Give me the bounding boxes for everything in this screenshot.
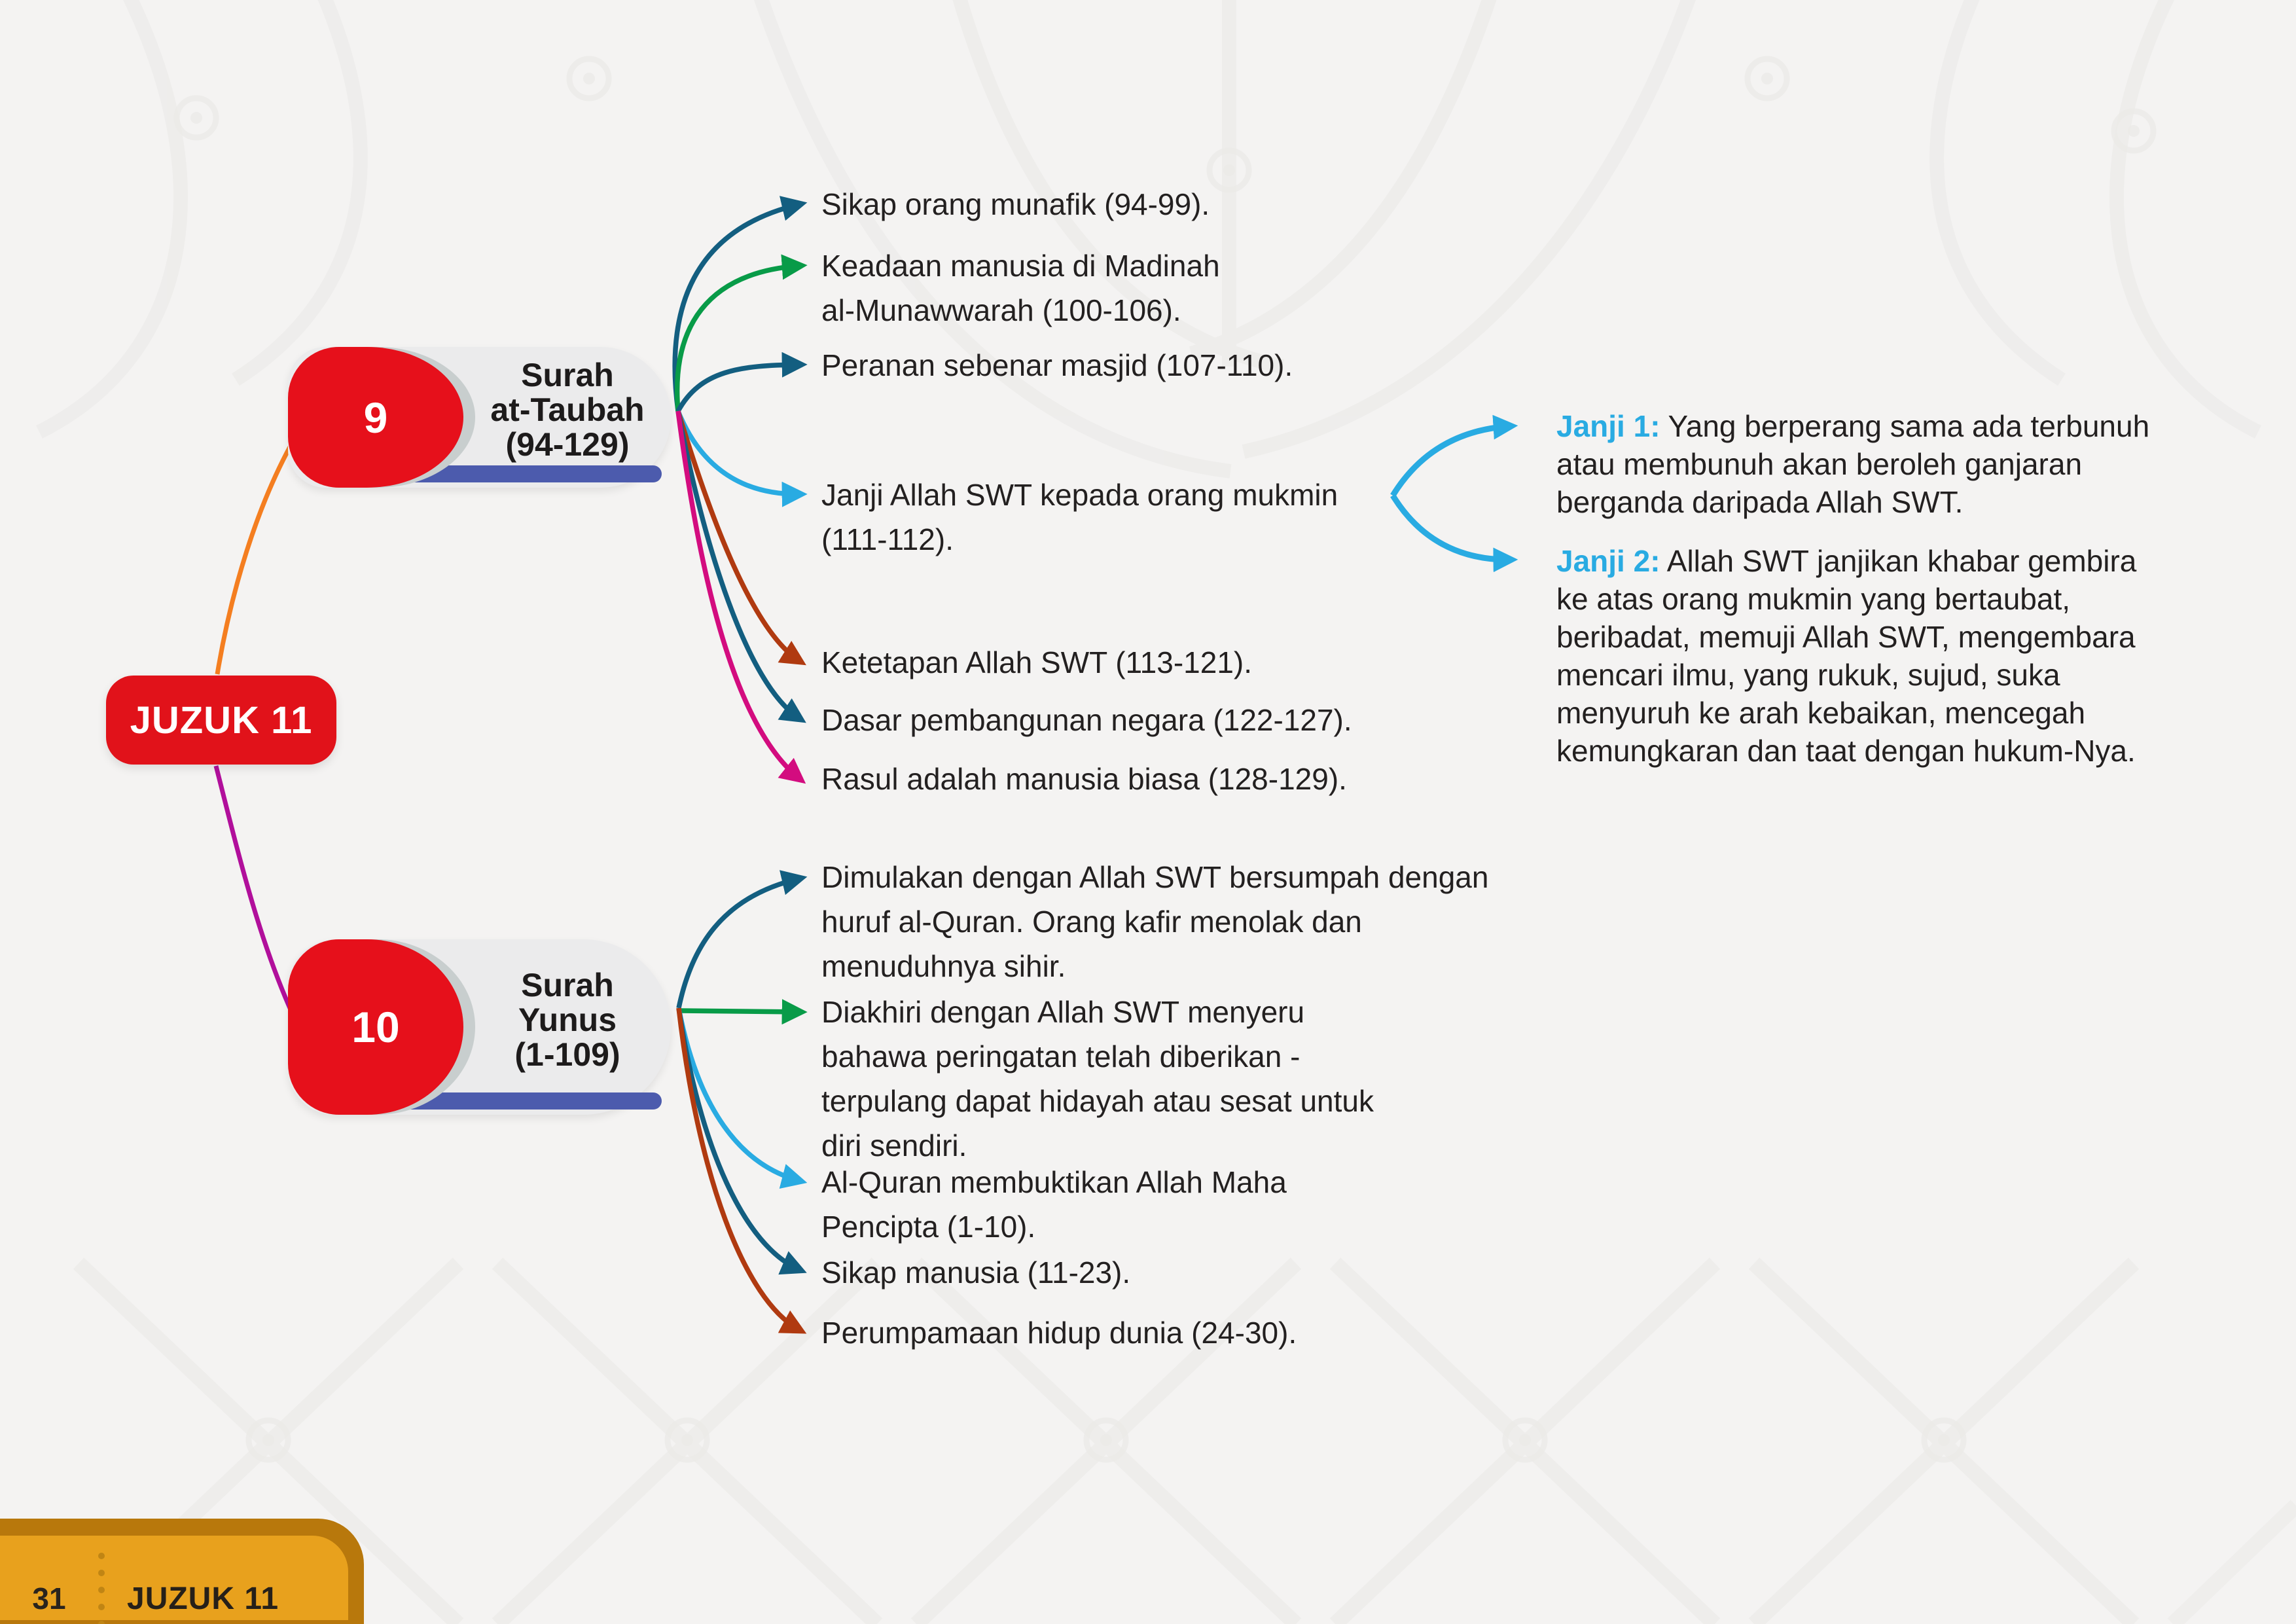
arrow-b10-item5: [676, 1007, 807, 1334]
branch9-item-6: Dasar pembangunan negara (122-127).: [821, 703, 1352, 737]
arrow-b10-item2: [678, 999, 808, 1025]
node10-title: Surah Yunus (1-109): [475, 939, 660, 1100]
node10-title-line2: Yunus: [518, 1001, 617, 1038]
node10-title-line3: (1-109): [514, 1036, 620, 1073]
branch10-item-1: Dimulakan dengan Allah SWT bersumpah den…: [821, 860, 1489, 983]
arrow-brace-janji2: [1390, 494, 1518, 573]
node9-number: 9: [363, 393, 388, 442]
arrow-b9-item2: [674, 254, 808, 412]
page-number: 31: [32, 1581, 66, 1615]
node10-title-line1: Surah: [521, 966, 614, 1003]
footer-row: 31 JUZUK 11: [0, 1553, 364, 1624]
arrow-b9-item7: [675, 410, 806, 784]
root-node-label: JUZUK 11: [130, 698, 313, 742]
branch9-item-2: Keadaan manusia di Madinah al-Munawwarah…: [821, 249, 1220, 327]
node9-title-line2: at-Taubah: [490, 391, 645, 428]
arrow-b9-item4: [675, 410, 808, 507]
branch10-item-4: Sikap manusia (11-23).: [821, 1255, 1131, 1290]
dotted-divider: [98, 1553, 105, 1624]
annotation-janji-2-label: Janji 2:: [1556, 544, 1660, 578]
branch-node-surah-at-taubah: 9 Surah at-Taubah (94-129): [288, 347, 671, 488]
annotation-janji-2: Janji 2: Allah SWT janjikan khabar gembi…: [1556, 542, 2175, 770]
arrow-b9-item1: [672, 196, 808, 412]
branch9-item-4: Janji Allah SWT kepada orang mukmin (111…: [821, 478, 1338, 556]
arrow-b10-item1: [676, 870, 808, 1009]
arrow-b9-item3: [675, 352, 808, 412]
connector-root-branch9: [215, 437, 297, 675]
arrow-b10-item3: [676, 1007, 808, 1189]
footer-tab: 31 JUZUK 11: [0, 1519, 364, 1624]
arrow-brace-janji1: [1390, 414, 1518, 497]
node9-title-line1: Surah: [521, 357, 614, 393]
branch10-item-3: Al-Quran membuktikan Allah Maha Pencipta…: [821, 1165, 1287, 1244]
branch9-item-5: Ketetapan Allah SWT (113-121).: [821, 645, 1253, 679]
branch9-item-7: Rasul adalah manusia biasa (128-129).: [821, 762, 1347, 796]
branch-node-surah-yunus: 10 Surah Yunus (1-109): [288, 939, 671, 1115]
connector-root-branch10: [213, 765, 298, 1022]
branch10-item-5: Perumpamaan hidup dunia (24-30).: [821, 1316, 1297, 1350]
branch9-item-1: Sikap orang munafik (94-99).: [821, 187, 1210, 221]
annotation-janji-2-text: Allah SWT janjikan khabar gembira ke ata…: [1556, 544, 2137, 768]
node9-title: Surah at-Taubah (94-129): [475, 347, 660, 473]
arrow-b9-item5: [675, 410, 806, 666]
branch9-item-3: Peranan sebenar masjid (107-110).: [821, 348, 1293, 382]
node9-title-line3: (94-129): [505, 426, 630, 463]
root-node-juzuk-11: JUZUK 11: [106, 676, 336, 765]
branch10-item-2: Diakhiri dengan Allah SWT menyeru bahawa…: [821, 995, 1374, 1163]
footer-juzuk-label: JUZUK 11: [127, 1581, 279, 1616]
arrow-b10-item4: [676, 1007, 807, 1275]
annotation-janji-1: Janji 1: Yang berperang sama ada terbunu…: [1556, 407, 2175, 521]
node10-number: 10: [351, 1003, 400, 1051]
annotation-janji-1-label: Janji 1:: [1556, 409, 1660, 443]
node10-number-badge: 10: [288, 939, 463, 1115]
arrow-b9-item6: [675, 410, 806, 723]
